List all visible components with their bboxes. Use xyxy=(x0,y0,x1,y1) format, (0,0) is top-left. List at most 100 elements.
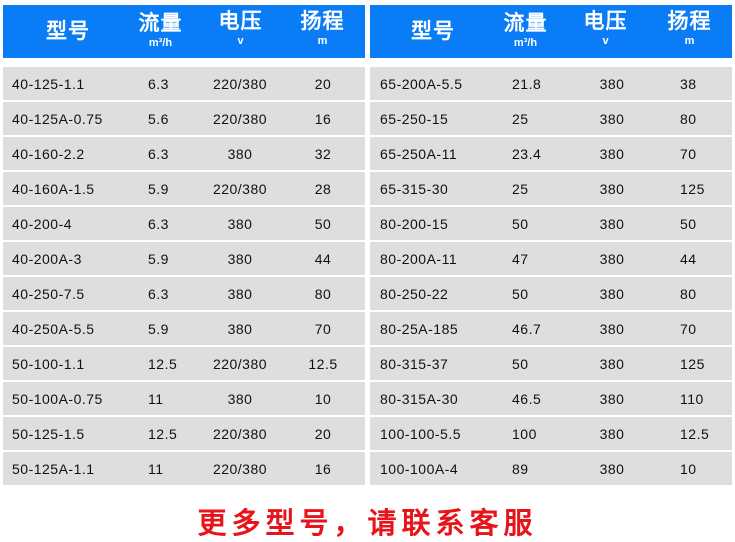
header-model: 型号 xyxy=(46,20,90,43)
flow-cell: 5.6 xyxy=(148,111,169,127)
voltage-cell: 380 xyxy=(599,461,625,477)
head-cell: 38 xyxy=(680,76,697,92)
header-voltage: 电压 v xyxy=(218,10,263,47)
head-cell: 80 xyxy=(680,111,697,127)
header-voltage: 电压 v xyxy=(583,10,628,47)
flow-cell: 5.9 xyxy=(148,181,169,197)
header-head: 扬程 m xyxy=(300,10,345,47)
flow-cell: 46.5 xyxy=(512,391,542,407)
table-row: 40-200A-3 5.9 380 44 xyxy=(3,242,365,277)
model-cell: 40-250-7.5 xyxy=(12,286,85,302)
head-cell: 12.5 xyxy=(680,426,710,442)
flow-cell: 11 xyxy=(148,461,164,477)
head-cell: 20 xyxy=(314,426,332,442)
flow-cell: 25 xyxy=(512,111,529,127)
model-cell: 40-125-1.1 xyxy=(12,76,85,92)
table-row: 65-200A-5.5 21.8 380 38 xyxy=(370,67,732,102)
table-row: 50-100-1.1 12.5 220/380 12.5 xyxy=(3,347,365,382)
table-row: 80-315A-30 46.5 380 110 xyxy=(370,382,732,417)
voltage-cell: 380 xyxy=(599,286,625,302)
flow-cell: 6.3 xyxy=(148,76,169,92)
table-row: 80-25A-185 46.7 380 70 xyxy=(370,312,732,347)
head-cell: 28 xyxy=(314,181,332,197)
model-cell: 50-125-1.5 xyxy=(12,426,85,442)
voltage-cell: 380 xyxy=(227,251,253,267)
flow-cell: 6.3 xyxy=(148,286,169,302)
header-flow: 流量 m³/h xyxy=(503,12,548,49)
model-cell: 40-125A-0.75 xyxy=(12,111,103,127)
table-row: 40-160A-1.5 5.9 220/380 28 xyxy=(3,172,365,207)
head-cell: 44 xyxy=(680,251,697,267)
voltage-cell: 220/380 xyxy=(212,356,268,372)
voltage-cell: 380 xyxy=(599,391,625,407)
header-head: 扬程 m xyxy=(667,10,712,47)
model-cell: 80-315A-30 xyxy=(380,391,459,407)
table-row: 40-250-7.5 6.3 380 80 xyxy=(3,277,365,312)
flow-cell: 21.8 xyxy=(512,76,542,92)
head-cell: 44 xyxy=(314,251,332,267)
table-row: 100-100-5.5 100 380 12.5 xyxy=(370,417,732,452)
model-cell: 40-160-2.2 xyxy=(12,146,85,162)
table-row: 80-315-37 50 380 125 xyxy=(370,347,732,382)
table-row: 50-125A-1.1 11 220/380 16 xyxy=(3,452,365,487)
voltage-cell: 380 xyxy=(227,286,253,302)
flow-cell: 50 xyxy=(512,286,529,302)
voltage-cell: 220/380 xyxy=(212,111,268,127)
contact-notice: 更多型号，请联系客服 xyxy=(197,508,538,540)
model-cell: 50-100A-0.75 xyxy=(12,391,103,407)
model-cell: 80-25A-185 xyxy=(380,321,459,337)
model-cell: 50-125A-1.1 xyxy=(12,461,95,477)
voltage-cell: 380 xyxy=(599,181,625,197)
model-cell: 80-200-15 xyxy=(380,216,449,232)
model-cell: 80-200A-11 xyxy=(380,251,458,267)
head-cell: 50 xyxy=(680,216,697,232)
flow-cell: 89 xyxy=(512,461,529,477)
voltage-cell: 220/380 xyxy=(212,461,268,477)
model-cell: 80-315-37 xyxy=(380,356,449,372)
table-row: 40-125-1.1 6.3 220/380 20 xyxy=(3,67,365,102)
flow-cell: 5.9 xyxy=(148,321,169,337)
head-cell: 80 xyxy=(680,286,697,302)
flow-cell: 47 xyxy=(512,251,529,267)
voltage-cell: 220/380 xyxy=(212,76,268,92)
flow-cell: 6.3 xyxy=(148,216,169,232)
voltage-cell: 380 xyxy=(227,146,253,162)
voltage-cell: 380 xyxy=(227,216,253,232)
left-spec-table: 型号 流量 m³/h 电压 v 扬程 m 40-125-1.1 6.3 220/380 20… xyxy=(3,5,365,487)
flow-cell: 12.5 xyxy=(148,356,178,372)
flow-cell: 12.5 xyxy=(148,426,178,442)
voltage-cell: 380 xyxy=(227,391,253,407)
table-row: 50-125-1.5 12.5 220/380 20 xyxy=(3,417,365,452)
table-row: 65-315-30 25 380 125 xyxy=(370,172,732,207)
head-cell: 70 xyxy=(314,321,332,337)
flow-cell: 50 xyxy=(512,216,529,232)
head-cell: 125 xyxy=(680,181,705,197)
header-flow: 流量 m³/h xyxy=(138,12,183,49)
header-model: 型号 xyxy=(411,20,455,43)
voltage-cell: 380 xyxy=(599,321,625,337)
model-cell: 40-200-4 xyxy=(12,216,73,232)
table-row: 80-250-22 50 380 80 xyxy=(370,277,732,312)
model-cell: 40-160A-1.5 xyxy=(12,181,95,197)
head-cell: 10 xyxy=(680,461,697,477)
voltage-cell: 380 xyxy=(599,111,625,127)
table-row: 80-200-15 50 380 50 xyxy=(370,207,732,242)
table-row: 65-250A-11 23.4 380 70 xyxy=(370,137,732,172)
model-cell: 50-100-1.1 xyxy=(12,356,85,372)
head-cell: 10 xyxy=(314,391,332,407)
voltage-cell: 220/380 xyxy=(212,181,268,197)
table-row: 40-200-4 6.3 380 50 xyxy=(3,207,365,242)
flow-cell: 23.4 xyxy=(512,146,542,162)
table-header: 型号 流量 m³/h 电压 v 扬程 m xyxy=(3,5,365,58)
voltage-cell: 380 xyxy=(227,321,253,337)
voltage-cell: 380 xyxy=(599,76,625,92)
flow-cell: 11 xyxy=(148,391,164,407)
head-cell: 32 xyxy=(314,146,332,162)
model-cell: 65-250-15 xyxy=(380,111,449,127)
head-cell: 16 xyxy=(314,461,332,477)
flow-cell: 50 xyxy=(512,356,529,372)
model-cell: 40-200A-3 xyxy=(12,251,82,267)
head-cell: 80 xyxy=(314,286,332,302)
table-header: 型号 流量 m³/h 电压 v 扬程 m xyxy=(370,5,732,58)
voltage-cell: 220/380 xyxy=(212,426,268,442)
